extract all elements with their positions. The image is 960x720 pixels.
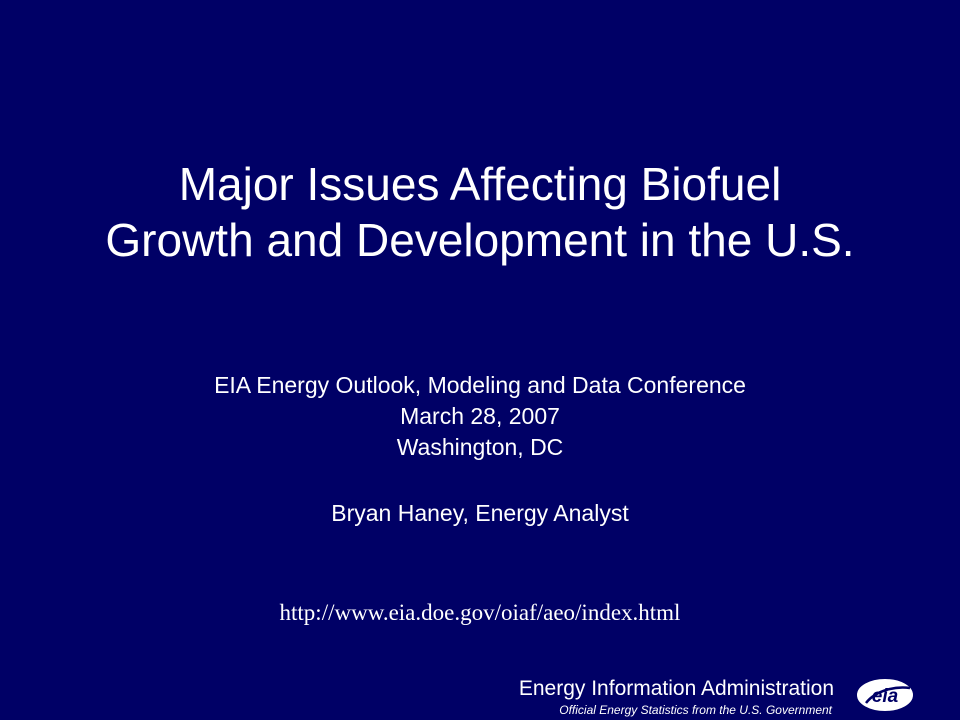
footer-tagline: Official Energy Statistics from the U.S.… <box>559 703 832 717</box>
conference-location: Washington, DC <box>396 434 564 460</box>
conference-date: March 28, 2007 <box>400 403 560 429</box>
conference-name: EIA Energy Outlook, Modeling and Data Co… <box>214 372 746 398</box>
slide-title-line-2: Growth and Development in the U.S. <box>105 214 855 266</box>
logo-text: eia <box>872 686 899 707</box>
presenter-name: Bryan Haney, Energy Analyst <box>331 500 629 526</box>
reference-url: http://www.eia.doe.gov/oiaf/aeo/index.ht… <box>279 600 681 625</box>
eia-logo-icon: eia <box>857 679 913 711</box>
footer-organization: Energy Information Administration <box>518 677 834 700</box>
slide-title-line-1: Major Issues Affecting Biofuel <box>178 158 782 210</box>
conference-info: EIA Energy Outlook, Modeling and Data Co… <box>0 370 960 463</box>
slide-title: Major Issues Affecting Biofuel Growth an… <box>0 156 960 268</box>
